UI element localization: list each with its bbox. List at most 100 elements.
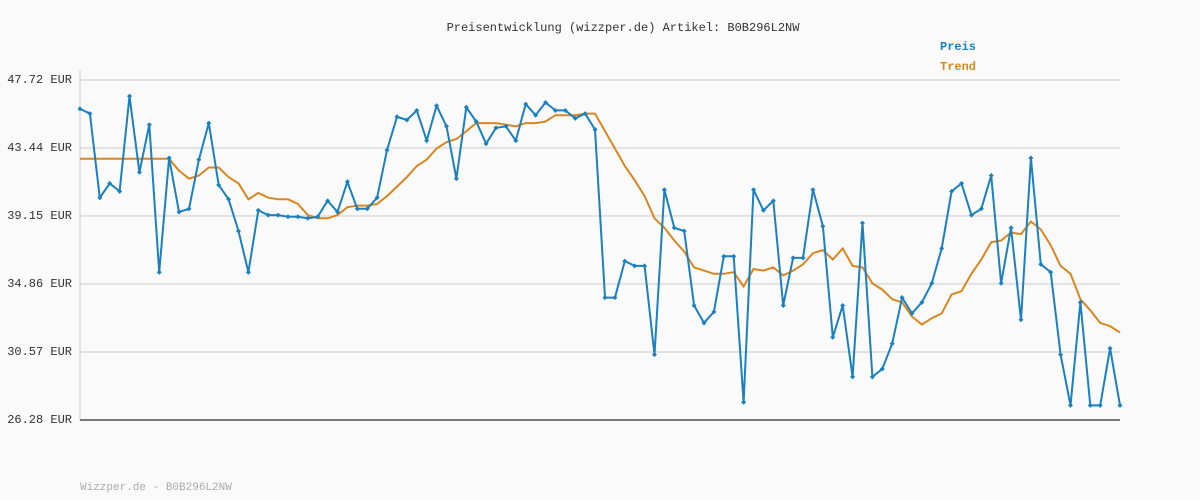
point-marker (295, 214, 301, 220)
point-marker (1117, 402, 1123, 408)
point-marker (483, 141, 489, 147)
point-marker (404, 117, 410, 123)
point-marker (226, 196, 232, 202)
point-marker (166, 155, 172, 161)
point-marker (1077, 299, 1083, 305)
point-marker (622, 258, 628, 264)
point-marker (760, 207, 766, 213)
point-marker (790, 255, 796, 261)
point-marker (176, 209, 182, 215)
point-marker (265, 212, 271, 218)
point-marker (780, 303, 786, 309)
point-marker (681, 228, 687, 234)
point-marker (344, 179, 350, 185)
point-marker (424, 138, 430, 144)
point-marker (533, 112, 539, 118)
point-marker (463, 104, 469, 110)
point-marker (384, 147, 390, 153)
point-marker (97, 195, 103, 201)
point-marker (1018, 317, 1024, 323)
point-marker (473, 119, 479, 125)
point-marker (255, 207, 261, 213)
point-marker (562, 107, 568, 113)
point-marker (691, 303, 697, 309)
point-marker (552, 107, 558, 113)
point-marker (711, 309, 717, 315)
point-marker (770, 198, 776, 204)
point-marker (1067, 402, 1073, 408)
point-marker (443, 123, 449, 129)
point-marker (642, 263, 648, 269)
point-marker (919, 299, 925, 305)
point-marker (364, 206, 370, 212)
point-marker (612, 295, 618, 301)
legend-label: Preis (940, 40, 976, 54)
point-marker (117, 188, 123, 194)
point-marker (889, 341, 895, 347)
series-line (79, 96, 1121, 407)
point-marker (354, 206, 360, 212)
y-tick-label: 47.72 EUR (7, 73, 72, 87)
point-marker (335, 209, 341, 215)
point-marker (810, 187, 816, 193)
point-marker (206, 120, 212, 126)
point-marker (543, 100, 549, 106)
point-marker (186, 206, 192, 212)
y-tick-label: 43.44 EUR (7, 141, 72, 155)
point-marker (414, 107, 420, 113)
point-marker (1048, 269, 1054, 275)
point-marker (859, 220, 865, 226)
point-marker (285, 214, 291, 220)
point-marker (800, 255, 806, 261)
point-marker (235, 228, 241, 234)
point-marker (523, 101, 529, 107)
point-marker (1058, 352, 1064, 358)
point-marker (671, 225, 677, 231)
point-marker (1107, 345, 1113, 351)
point-marker (850, 374, 856, 380)
point-marker (949, 188, 955, 194)
point-marker (572, 115, 578, 121)
point-marker (325, 198, 331, 204)
point-marker (315, 214, 321, 220)
point-marker (899, 295, 905, 301)
point-marker (968, 212, 974, 218)
point-marker (127, 93, 133, 99)
point-marker (245, 269, 251, 275)
legend-label: Trend (940, 60, 976, 74)
point-marker (374, 195, 380, 201)
point-marker (1087, 402, 1093, 408)
point-marker (1038, 261, 1044, 267)
point-marker (840, 303, 846, 309)
chart-title: Preisentwicklung (wizzper.de) Artikel: B… (447, 21, 801, 35)
point-marker (513, 138, 519, 144)
point-marker (959, 180, 965, 186)
point-marker (998, 280, 1004, 286)
point-marker (879, 366, 885, 372)
y-tick-label: 34.86 EUR (7, 277, 72, 291)
point-marker (651, 352, 657, 358)
point-marker (632, 263, 638, 269)
point-marker (136, 169, 142, 175)
point-marker (196, 157, 202, 163)
point-marker (275, 212, 281, 218)
source-label: Wizzper.de - B0B296L2NW (80, 482, 232, 494)
point-marker (701, 320, 707, 326)
point-marker (909, 310, 915, 316)
point-marker (156, 269, 162, 275)
point-marker (602, 295, 608, 301)
point-marker (305, 215, 311, 221)
point-marker (1008, 225, 1014, 231)
point-marker (929, 280, 935, 286)
point-marker (741, 399, 747, 405)
point-marker (503, 123, 509, 129)
series-line (80, 112, 1121, 334)
point-marker (493, 125, 499, 131)
point-marker (582, 111, 588, 117)
point-marker (394, 114, 400, 120)
y-tick-label: 30.57 EUR (7, 345, 72, 359)
point-marker (87, 111, 93, 117)
